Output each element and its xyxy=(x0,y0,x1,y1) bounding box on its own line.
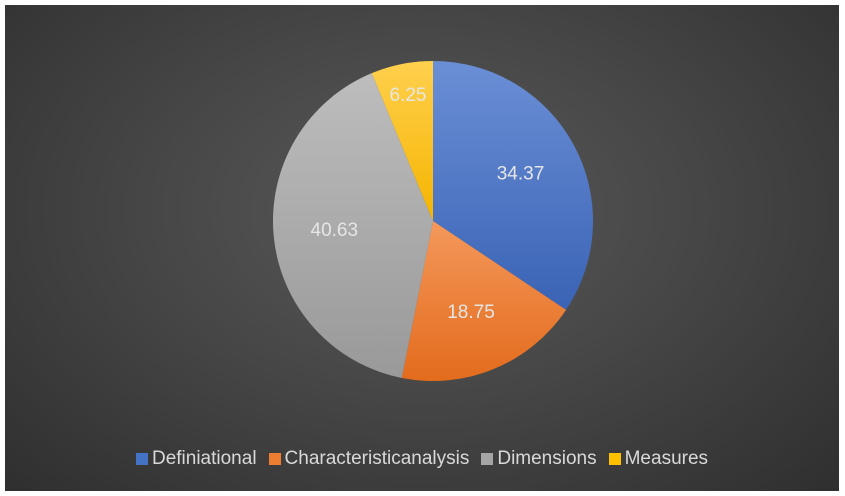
data-label-characteristicanalysis: 18.75 xyxy=(447,302,495,323)
pie-slice-definiational xyxy=(433,61,593,310)
legend-item-measures: Measures xyxy=(608,448,709,470)
legend-item-dimensions: Dimensions xyxy=(481,448,597,470)
pie-slice-dimensions xyxy=(272,73,433,378)
pie-slice-measures xyxy=(371,61,433,221)
legend-item-definiational: Definiational xyxy=(135,448,257,470)
data-label-measures: 6.25 xyxy=(390,85,427,106)
legend-label: Characteristicanalysis xyxy=(284,448,470,469)
legend-label: Dimensions xyxy=(497,448,597,469)
legend-label: Definiational xyxy=(151,448,257,469)
legend-swatch-definiational xyxy=(135,453,148,465)
legend-swatch-dimensions xyxy=(481,453,494,465)
legend-swatch-measures xyxy=(608,453,621,465)
data-label-dimensions: 40.63 xyxy=(311,220,359,241)
legend: Definiational Characteristicanalysis Dim… xyxy=(5,448,839,470)
legend-label: Measures xyxy=(624,448,709,469)
legend-item-characteristicanalysis: Characteristicanalysis xyxy=(268,448,470,470)
chart-area: 34.37 18.75 40.63 6.25 Definiational Charac… xyxy=(5,5,839,491)
pie-chart: 34.37 18.75 40.63 6.25 xyxy=(272,61,593,382)
data-label-definiational: 34.37 xyxy=(497,164,545,185)
pie-slice-characteristicanalysis xyxy=(401,221,567,382)
legend-swatch-characteristicanalysis xyxy=(268,453,281,465)
